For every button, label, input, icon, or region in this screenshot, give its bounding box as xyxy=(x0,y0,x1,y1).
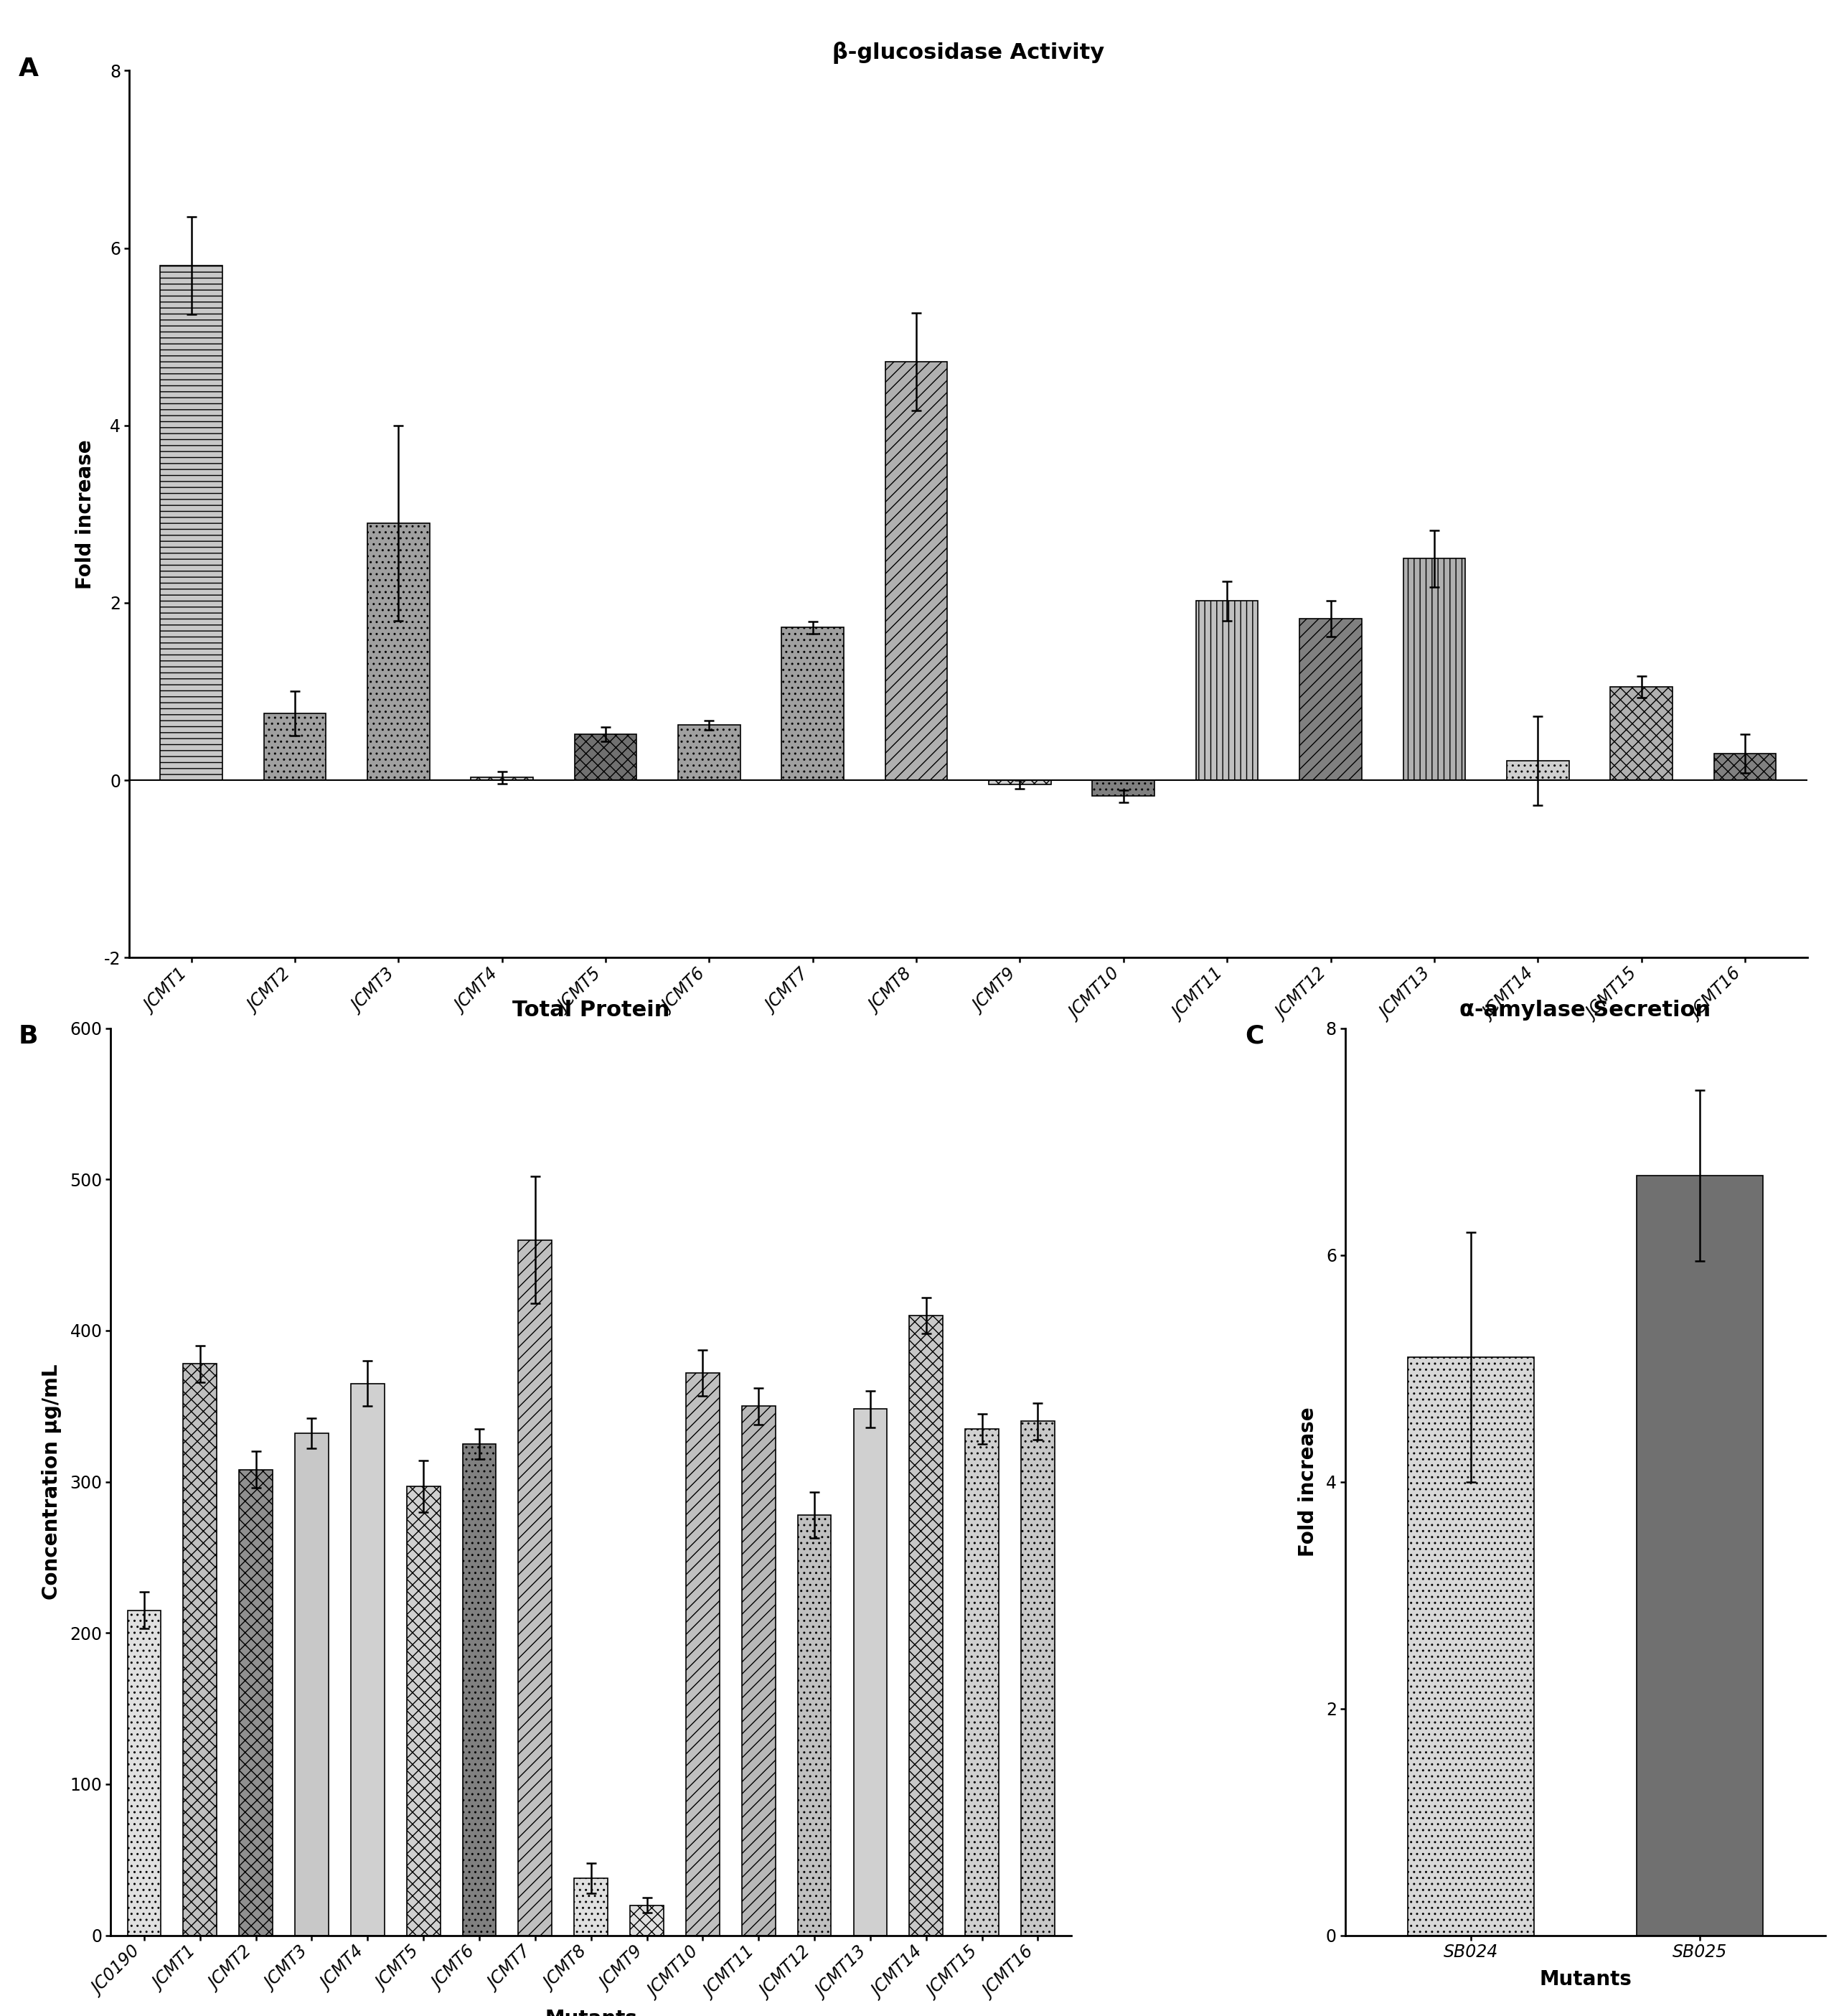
Bar xyxy=(885,361,948,780)
Bar xyxy=(854,1409,887,1935)
Bar xyxy=(183,1363,218,1935)
Bar xyxy=(408,1486,441,1935)
Bar xyxy=(798,1516,832,1935)
Bar xyxy=(1637,1175,1763,1935)
Bar xyxy=(964,1429,999,1935)
Bar xyxy=(518,1240,551,1935)
Bar xyxy=(127,1611,160,1935)
Bar xyxy=(575,734,636,780)
Bar xyxy=(350,1383,384,1935)
Bar xyxy=(367,522,430,780)
Bar xyxy=(679,726,739,780)
Bar xyxy=(463,1443,496,1935)
Bar xyxy=(1092,780,1154,796)
Y-axis label: Concentration µg/mL: Concentration µg/mL xyxy=(42,1365,61,1599)
Title: Total Protein: Total Protein xyxy=(513,1000,669,1020)
Bar xyxy=(782,627,845,780)
X-axis label: Mutants: Mutants xyxy=(544,2008,638,2016)
Text: A: A xyxy=(18,56,39,81)
Bar xyxy=(1409,1357,1534,1935)
Bar xyxy=(1713,754,1776,780)
Bar xyxy=(1300,619,1361,780)
X-axis label: Mutants: Mutants xyxy=(922,1030,1014,1050)
Bar xyxy=(240,1470,273,1935)
Bar xyxy=(988,780,1051,784)
Bar xyxy=(470,778,533,780)
X-axis label: Mutants: Mutants xyxy=(1540,1970,1632,1990)
Bar xyxy=(295,1433,328,1935)
Bar xyxy=(686,1373,719,1935)
Text: B: B xyxy=(18,1024,39,1048)
Bar xyxy=(1403,558,1466,780)
Y-axis label: Fold increase: Fold increase xyxy=(1298,1407,1318,1556)
Bar xyxy=(1610,687,1673,780)
Title: α-amylase Secretion: α-amylase Secretion xyxy=(1460,1000,1711,1020)
Bar xyxy=(1197,601,1258,780)
Bar xyxy=(1022,1421,1055,1935)
Bar xyxy=(909,1314,942,1935)
Bar xyxy=(741,1407,774,1935)
Bar xyxy=(631,1905,664,1935)
Title: β-glucosidase Activity: β-glucosidase Activity xyxy=(832,42,1105,65)
Y-axis label: Fold increase: Fold increase xyxy=(76,439,96,589)
Bar xyxy=(1507,760,1569,780)
Bar xyxy=(264,714,326,780)
Bar xyxy=(160,266,223,780)
Bar xyxy=(573,1879,609,1935)
Text: C: C xyxy=(1245,1024,1263,1048)
